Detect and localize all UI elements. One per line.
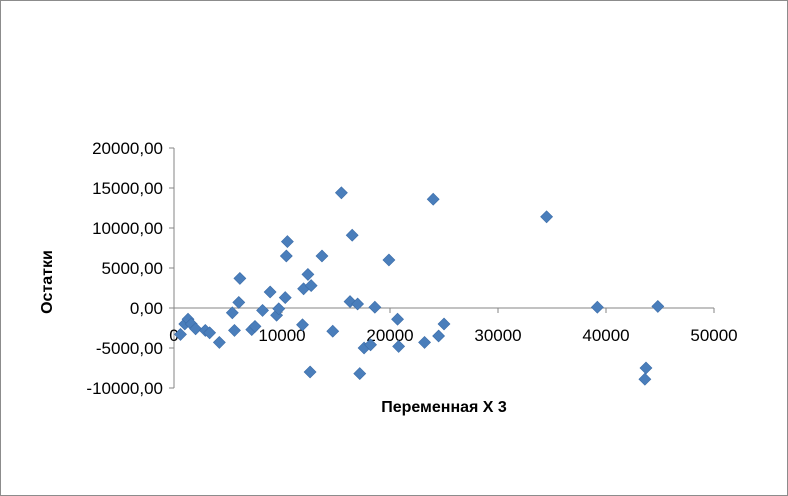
data-point <box>279 249 293 263</box>
x-tick-label: 50000 <box>690 326 737 345</box>
data-point <box>189 322 203 336</box>
data-point <box>225 306 239 320</box>
data-point <box>590 300 604 314</box>
data-point <box>540 210 554 224</box>
x-tick-label: 30000 <box>474 326 521 345</box>
data-point <box>301 267 315 281</box>
data-point <box>368 300 382 314</box>
x-axis-title: Переменная X 3 <box>381 399 507 416</box>
data-point <box>639 361 653 375</box>
data-point <box>203 326 217 340</box>
data-point <box>426 192 440 206</box>
data-point <box>432 329 446 343</box>
data-point <box>272 302 286 316</box>
y-tick-label: 10000,00 <box>92 219 163 238</box>
data-point <box>638 372 652 386</box>
data-point <box>263 285 277 299</box>
data-point <box>232 295 246 309</box>
data-point <box>296 318 309 332</box>
y-tick-label: 20000,00 <box>92 139 163 158</box>
y-tick-label: 5000,00 <box>102 259 163 278</box>
x-tick-label: 40000 <box>582 326 629 345</box>
data-point <box>651 299 665 313</box>
data-point <box>345 228 359 242</box>
x-tick-label: 10000 <box>258 326 305 345</box>
y-axis-title: Остатки <box>39 250 56 314</box>
data-point <box>248 319 262 333</box>
data-points <box>174 186 665 386</box>
data-point <box>212 335 226 349</box>
data-point <box>326 324 340 338</box>
x-tick-label: 20000 <box>366 326 413 345</box>
y-tick-label: -10000,00 <box>86 379 163 398</box>
data-point <box>382 253 396 267</box>
data-point <box>303 365 317 379</box>
y-tick-label: 0,00 <box>130 299 163 318</box>
x-tick-label: 0 <box>169 326 178 345</box>
data-point <box>391 312 404 326</box>
y-axis <box>169 147 175 389</box>
data-point <box>304 279 318 293</box>
data-point <box>364 338 377 352</box>
data-point <box>392 339 406 353</box>
data-point <box>278 291 292 305</box>
tick-labels: 20000,00 15000,00 10000,00 5000,00 0,00 -5000… <box>86 139 737 398</box>
data-point <box>353 367 367 381</box>
data-point <box>228 323 241 337</box>
x-axis <box>173 307 715 313</box>
y-tick-label: -5000,00 <box>96 339 163 358</box>
data-point <box>174 327 187 341</box>
data-point <box>315 249 329 263</box>
data-point <box>437 317 451 331</box>
data-point <box>233 271 247 285</box>
y-tick-label: 15000,00 <box>92 179 163 198</box>
data-point <box>334 186 348 200</box>
data-point <box>351 297 365 311</box>
data-point <box>418 335 431 349</box>
data-point <box>280 235 294 249</box>
data-point <box>256 303 269 317</box>
